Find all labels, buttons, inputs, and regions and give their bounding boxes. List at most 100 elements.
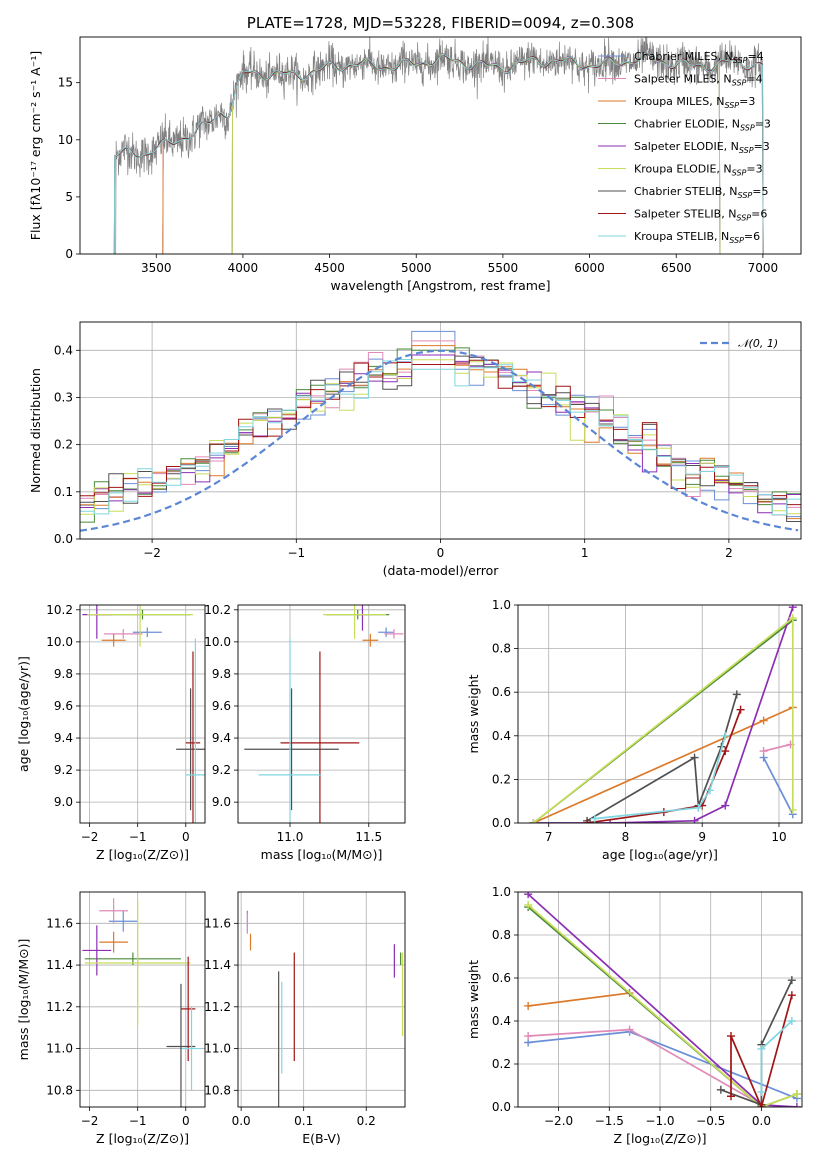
series-marker bbox=[736, 705, 745, 714]
legend-suffix: =5 bbox=[752, 185, 768, 198]
y-tick-label: 0.2 bbox=[492, 772, 511, 786]
x-tick-label: 5500 bbox=[488, 261, 519, 275]
x-tick-label: −0.5 bbox=[696, 1114, 725, 1128]
errorbar-kroupa-stelib bbox=[181, 1006, 202, 1091]
legend-suffix: =4 bbox=[746, 73, 762, 86]
x-tick-label: 4000 bbox=[228, 261, 259, 275]
x-tick-label: 4500 bbox=[314, 261, 345, 275]
series-kroupa-elodie bbox=[524, 900, 801, 1107]
series-marker bbox=[524, 1032, 533, 1041]
series-chabrier-miles bbox=[759, 753, 797, 819]
panel-mass-weight-vs-Z: −2.0 −1.5 −1.0 −0.5 0.0 0.0 0.2 0.4 0.6 0.8 1.0 Z [… bbox=[466, 885, 803, 1146]
series-marker bbox=[721, 731, 730, 740]
y-tick-label: 10.0 bbox=[46, 635, 73, 649]
axes-frame bbox=[79, 604, 206, 824]
legend-suffix: =4 bbox=[747, 50, 763, 63]
legend-entry-salpeter-miles: Salpeter MILES, NSSP=4 bbox=[634, 73, 763, 88]
series-line bbox=[533, 706, 794, 823]
y-tick-label: 0.8 bbox=[492, 642, 511, 656]
series-marker bbox=[788, 605, 797, 612]
legend-label: Salpeter MILES, N bbox=[634, 73, 732, 86]
x-tick-label: 11.0 bbox=[277, 830, 304, 844]
panel-age-vs-mass: 11.0 11.5 9.0 9.2 9.4 9.6 9.8 10.0 10.2 mass [log… bbox=[204, 603, 406, 862]
errorbar-salpeter-stelib bbox=[180, 956, 196, 1062]
series-line bbox=[763, 743, 791, 752]
y-tick-label: 11.0 bbox=[204, 1042, 231, 1056]
y-tick-label: 11.0 bbox=[46, 1042, 73, 1056]
series-salpeter-stelib bbox=[727, 991, 796, 1107]
errorbar-kroupa-miles bbox=[101, 633, 126, 647]
x-tick-label: 0.0 bbox=[752, 1114, 771, 1128]
y-tick-label: 9.2 bbox=[212, 763, 231, 777]
y-axis-label: Normed distribution bbox=[28, 368, 43, 493]
legend-label: Kroupa MILES, N bbox=[634, 95, 724, 108]
series-chabrier-stelib bbox=[716, 976, 796, 1107]
x-tick-label: 0.2 bbox=[357, 1114, 376, 1128]
legend-entry-salpeter-elodie: Salpeter ELODIE, NSSP=3 bbox=[634, 140, 770, 155]
series-line bbox=[527, 904, 798, 1107]
series-marker bbox=[524, 900, 533, 909]
x-tick-label: 6500 bbox=[661, 261, 692, 275]
x-tick-label: −1 bbox=[287, 546, 305, 560]
histogram-chabrier-elodie bbox=[80, 347, 801, 523]
y-tick-label: 10.0 bbox=[204, 635, 231, 649]
legend-subscript: SSP bbox=[739, 146, 754, 155]
series-marker bbox=[788, 614, 797, 623]
plot-area-mass-weight-vs-Z bbox=[524, 892, 801, 1107]
y-tick-label: 0.4 bbox=[492, 1014, 511, 1028]
y-axis-label: mass [log₁₀(M/M⊙)] bbox=[16, 939, 31, 1061]
x-tick-label: 0 bbox=[182, 830, 190, 844]
series-marker bbox=[757, 1044, 766, 1053]
axes-frame bbox=[237, 891, 406, 1108]
y-tick-label: 9.0 bbox=[54, 795, 73, 809]
legend-suffix: =6 bbox=[751, 208, 767, 221]
series-marker bbox=[757, 1103, 766, 1107]
legend-subscript: SSP bbox=[724, 101, 739, 110]
normal-distribution-curve bbox=[80, 349, 799, 532]
series-line bbox=[586, 709, 742, 823]
histogram-salpeter-miles bbox=[80, 340, 801, 516]
y-tick-label: 11.2 bbox=[46, 1000, 73, 1014]
y-tick-label: 0.0 bbox=[54, 532, 73, 546]
y-tick-label: 9.2 bbox=[54, 763, 73, 777]
x-tick-label: 0 bbox=[437, 546, 445, 560]
x-axis-label: wavelength [Angstrom, rest frame] bbox=[330, 278, 550, 293]
y-tick-label: 0.4 bbox=[54, 343, 73, 357]
series-marker bbox=[757, 1087, 766, 1096]
y-tick-label: 9.0 bbox=[212, 795, 231, 809]
series-marker bbox=[721, 801, 730, 810]
legend-entry-kroupa-elodie: Kroupa ELODIE, NSSP=3 bbox=[634, 163, 763, 178]
histogram-kroupa-stelib bbox=[80, 359, 801, 516]
series-marker bbox=[759, 716, 768, 725]
histogram-kroupa-elodie bbox=[80, 359, 801, 515]
x-tick-label: −1.5 bbox=[595, 1114, 624, 1128]
errorbar-salpeter-stelib bbox=[185, 651, 201, 823]
y-tick-label: 10.8 bbox=[204, 1083, 231, 1097]
legend-label: Chabrier MILES, N bbox=[634, 50, 733, 63]
legend-subscript: SSP bbox=[732, 79, 747, 88]
panel-residuals: −2 −1 0 1 2 0.0 0.1 0.2 0.3 0.4 (data-model)/error… bbox=[28, 321, 802, 578]
axes-frame bbox=[237, 604, 406, 824]
series-marker bbox=[694, 803, 703, 812]
legend-subscript: SSP bbox=[736, 214, 751, 223]
errorbar-kroupa-miles bbox=[362, 633, 379, 647]
series-line bbox=[730, 994, 793, 1107]
x-tick-label: 9 bbox=[698, 830, 706, 844]
errorbar-chabrier-stelib bbox=[166, 983, 196, 1107]
x-tick-label: −2.0 bbox=[544, 1114, 573, 1128]
x-tick-label: −2 bbox=[81, 830, 99, 844]
series-line bbox=[527, 992, 762, 1107]
y-tick-label: 10 bbox=[58, 133, 73, 147]
y-tick-label: 10.2 bbox=[204, 603, 231, 617]
plot-area-residuals bbox=[80, 330, 801, 532]
series-marker bbox=[690, 816, 699, 823]
y-tick-label: 11.6 bbox=[204, 916, 231, 930]
series-marker bbox=[524, 892, 533, 899]
x-axis-label: age [log₁₀(age/yr)] bbox=[602, 847, 718, 862]
y-axis-label: Flux [fλ10⁻¹⁷ erg cm⁻² s⁻¹ A⁻¹] bbox=[28, 51, 43, 240]
histogram-salpeter-stelib bbox=[80, 359, 801, 506]
errorbar-salpeter-miles bbox=[99, 898, 129, 924]
series-marker bbox=[721, 747, 730, 756]
series-kroupa-elodie bbox=[529, 614, 797, 823]
series-marker bbox=[788, 805, 797, 814]
